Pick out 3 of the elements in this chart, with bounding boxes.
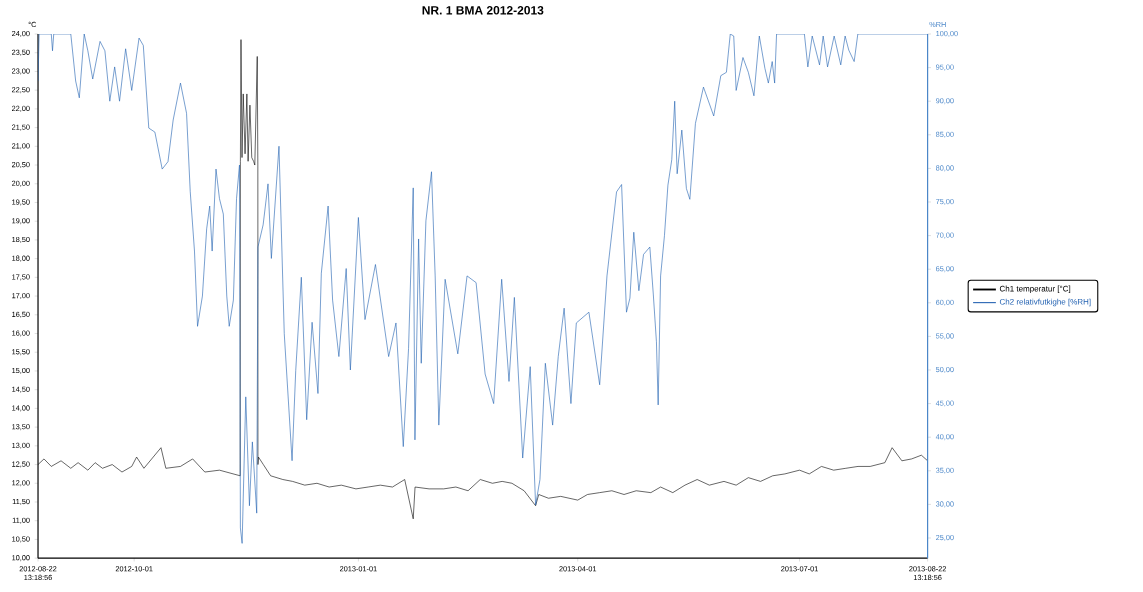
chart-title: NR. 1 BMA 2012-2013 — [422, 5, 544, 15]
legend-label: Ch1 temperatur [°C] — [999, 285, 1071, 293]
legend-label: Ch2 relativfutkighe [%RH] — [999, 298, 1091, 307]
